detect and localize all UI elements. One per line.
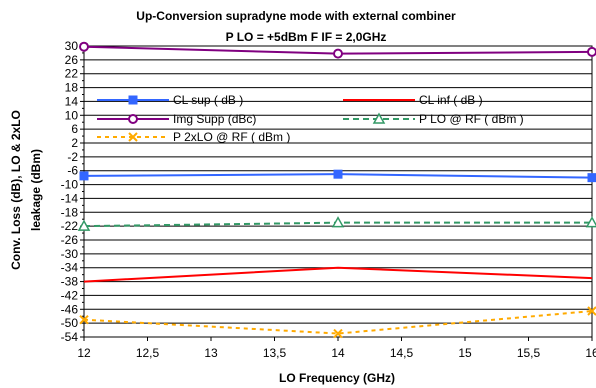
marker-square (588, 174, 596, 182)
y-tick-label: 6 (71, 122, 78, 136)
y-tick-label: 30 (65, 39, 79, 53)
y-tick-label: 26 (65, 53, 79, 67)
series-group (79, 43, 596, 338)
grid-lines (84, 46, 592, 337)
series-3 (79, 218, 596, 230)
y-tick-label: -14 (61, 191, 79, 205)
x-tick-label: 15,5 (517, 346, 541, 360)
marker-circle (80, 43, 88, 51)
series-line (84, 268, 592, 282)
legend-label: P LO @ RF ( dBm ) (419, 112, 524, 126)
series-4 (80, 307, 596, 338)
marker-square (334, 170, 342, 178)
legend: CL sup ( dB ) CL inf ( dB ) Img Supp (dBc)… (97, 93, 524, 144)
y-tick-label: -10 (61, 178, 79, 192)
chart-subtitle: P LO = +5dBm F IF = 2,0GHz (226, 30, 387, 44)
legend-label: CL sup ( dB ) (173, 93, 243, 107)
y-axis: 30262218141062-2-6-10-14-18-22-26-30-34-… (61, 39, 84, 344)
y-tick-label: -30 (61, 247, 79, 261)
y-tick-label: -50 (61, 316, 79, 330)
y-tick-label: -22 (61, 219, 79, 233)
marker-square (80, 172, 88, 180)
y-tick-label: -34 (61, 261, 79, 275)
series-line (84, 311, 592, 334)
legend-entry: Img Supp (dBc) (97, 112, 256, 126)
plot-area (84, 46, 592, 337)
marker-circle (334, 50, 342, 58)
legend-label: Img Supp (dBc) (173, 112, 256, 126)
y-tick-label: 2 (71, 136, 78, 150)
marker-circle (129, 115, 137, 123)
legend-entry: CL inf ( dB ) (343, 93, 483, 107)
y-tick-label: 10 (65, 108, 79, 122)
x-tick-label: 12 (77, 346, 91, 360)
y-axis-label-line1: Conv. Loss (dB), LO & 2xLO (9, 110, 23, 270)
y-tick-label: -38 (61, 275, 79, 289)
series-1 (84, 268, 592, 282)
y-tick-label: -26 (61, 233, 79, 247)
x-tick-label: 13,5 (263, 346, 287, 360)
y-tick-label: -54 (61, 330, 79, 344)
y-tick-label: -6 (67, 164, 78, 178)
series-2 (80, 43, 596, 58)
y-tick-label: -18 (61, 205, 79, 219)
chart-title: Up-Conversion supradyne mode with extern… (136, 9, 456, 23)
marker-square (129, 96, 137, 104)
legend-entry: P LO @ RF ( dBm ) (343, 112, 524, 126)
x-tick-label: 14,5 (390, 346, 414, 360)
y-tick-label: -2 (67, 150, 78, 164)
legend-label: CL inf ( dB ) (419, 93, 483, 107)
x-axis: 12 12,5 13 13,5 14 14,5 15 15,5 16 (77, 337, 596, 360)
legend-entry: CL sup ( dB ) (97, 93, 243, 107)
legend-entry: P 2xLO @ RF ( dBm ) (97, 130, 290, 144)
x-tick-label: 13 (204, 346, 218, 360)
y-tick-label: 18 (65, 81, 79, 95)
x-tick-label: 14 (331, 346, 345, 360)
x-tick-label: 12,5 (136, 346, 160, 360)
y-tick-label: 22 (65, 67, 79, 81)
x-tick-label: 15 (458, 346, 472, 360)
y-axis-label-line2: leakage (dBm) (29, 149, 43, 231)
x-axis-label: LO Frequency (GHz) (279, 371, 395, 385)
series-0 (80, 170, 596, 181)
y-tick-label: -42 (61, 288, 79, 302)
legend-label: P 2xLO @ RF ( dBm ) (173, 130, 290, 144)
marker-circle (588, 48, 596, 56)
x-tick-label: 16 (585, 346, 596, 360)
y-tick-label: -46 (61, 302, 79, 316)
y-tick-label: 14 (65, 94, 79, 108)
